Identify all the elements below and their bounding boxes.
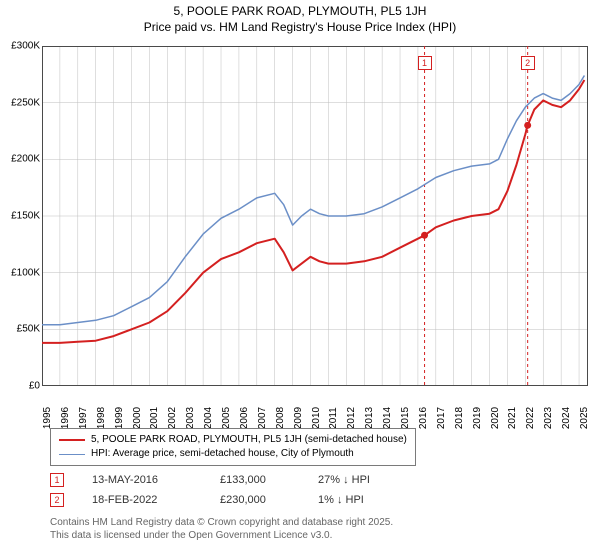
y-tick-label: £0: [0, 381, 40, 392]
legend-row-hpi: HPI: Average price, semi-detached house,…: [59, 447, 407, 461]
footer-line2: This data is licensed under the Open Gov…: [50, 529, 393, 542]
legend-label-hpi: HPI: Average price, semi-detached house,…: [91, 447, 354, 461]
x-tick-label: 2018: [454, 407, 465, 429]
x-tick-label: 2023: [543, 407, 554, 429]
x-tick-label: 2002: [167, 407, 178, 429]
x-tick-label: 1998: [96, 407, 107, 429]
x-tick-label: 2013: [364, 407, 375, 429]
x-tick-label: 2006: [239, 407, 250, 429]
title-block: 5, POOLE PARK ROAD, PLYMOUTH, PL5 1JH Pr…: [0, 0, 600, 35]
y-tick-label: £100K: [0, 267, 40, 278]
x-tick-label: 1995: [42, 407, 53, 429]
x-tick-label: 2004: [203, 407, 214, 429]
chart-marker-2: 2: [521, 56, 535, 70]
legend-label-price-paid: 5, POOLE PARK ROAD, PLYMOUTH, PL5 1JH (s…: [91, 433, 407, 447]
x-tick-label: 2010: [311, 407, 322, 429]
x-tick-label: 2008: [275, 407, 286, 429]
x-tick-label: 2024: [561, 407, 572, 429]
sale-marker-1: 1: [50, 473, 64, 487]
chart-svg: [42, 46, 588, 386]
legend-row-price-paid: 5, POOLE PARK ROAD, PLYMOUTH, PL5 1JH (s…: [59, 433, 407, 447]
x-tick-label: 2014: [382, 407, 393, 429]
x-tick-label: 1999: [114, 407, 125, 429]
footer-line1: Contains HM Land Registry data © Crown c…: [50, 516, 393, 529]
x-tick-label: 2025: [579, 407, 590, 429]
x-tick-label: 1997: [78, 407, 89, 429]
x-tick-label: 2022: [525, 407, 536, 429]
legend-box: 5, POOLE PARK ROAD, PLYMOUTH, PL5 1JH (s…: [50, 428, 416, 466]
x-tick-label: 2007: [257, 407, 268, 429]
sale-date: 18-FEB-2022: [92, 494, 192, 506]
x-tick-label: 1996: [60, 407, 71, 429]
x-tick-label: 2021: [507, 407, 518, 429]
sale-price: £230,000: [220, 494, 290, 506]
chart-marker-1: 1: [418, 56, 432, 70]
x-tick-label: 2011: [328, 407, 339, 429]
x-tick-label: 2020: [490, 407, 501, 429]
x-tick-label: 2017: [436, 407, 447, 429]
sales-table: 1 13-MAY-2016 £133,000 27% ↓ HPI 2 18-FE…: [50, 470, 398, 510]
sale-row: 2 18-FEB-2022 £230,000 1% ↓ HPI: [50, 490, 398, 510]
y-tick-label: £200K: [0, 154, 40, 165]
sale-price: £133,000: [220, 474, 290, 486]
y-tick-label: £250K: [0, 97, 40, 108]
y-tick-label: £150K: [0, 211, 40, 222]
chart-plot-area: [42, 46, 588, 386]
x-tick-label: 2012: [346, 407, 357, 429]
x-tick-label: 2003: [185, 407, 196, 429]
x-tick-label: 2015: [400, 407, 411, 429]
x-tick-label: 2009: [293, 407, 304, 429]
chart-container: 5, POOLE PARK ROAD, PLYMOUTH, PL5 1JH Pr…: [0, 0, 600, 560]
x-tick-label: 2005: [221, 407, 232, 429]
y-tick-label: £300K: [0, 41, 40, 52]
x-tick-label: 2016: [418, 407, 429, 429]
sale-date: 13-MAY-2016: [92, 474, 192, 486]
legend-swatch-price-paid: [59, 439, 85, 441]
sale-marker-2: 2: [50, 493, 64, 507]
sale-delta: 1% ↓ HPI: [318, 494, 398, 506]
sale-delta: 27% ↓ HPI: [318, 474, 398, 486]
x-tick-label: 2001: [149, 407, 160, 429]
footer-attribution: Contains HM Land Registry data © Crown c…: [50, 516, 393, 542]
sale-row: 1 13-MAY-2016 £133,000 27% ↓ HPI: [50, 470, 398, 490]
title-address: 5, POOLE PARK ROAD, PLYMOUTH, PL5 1JH: [0, 4, 600, 20]
legend-swatch-hpi: [59, 454, 85, 455]
x-tick-label: 2019: [472, 407, 483, 429]
title-subtitle: Price paid vs. HM Land Registry's House …: [0, 20, 600, 36]
x-tick-label: 2000: [132, 407, 143, 429]
y-tick-label: £50K: [0, 324, 40, 335]
